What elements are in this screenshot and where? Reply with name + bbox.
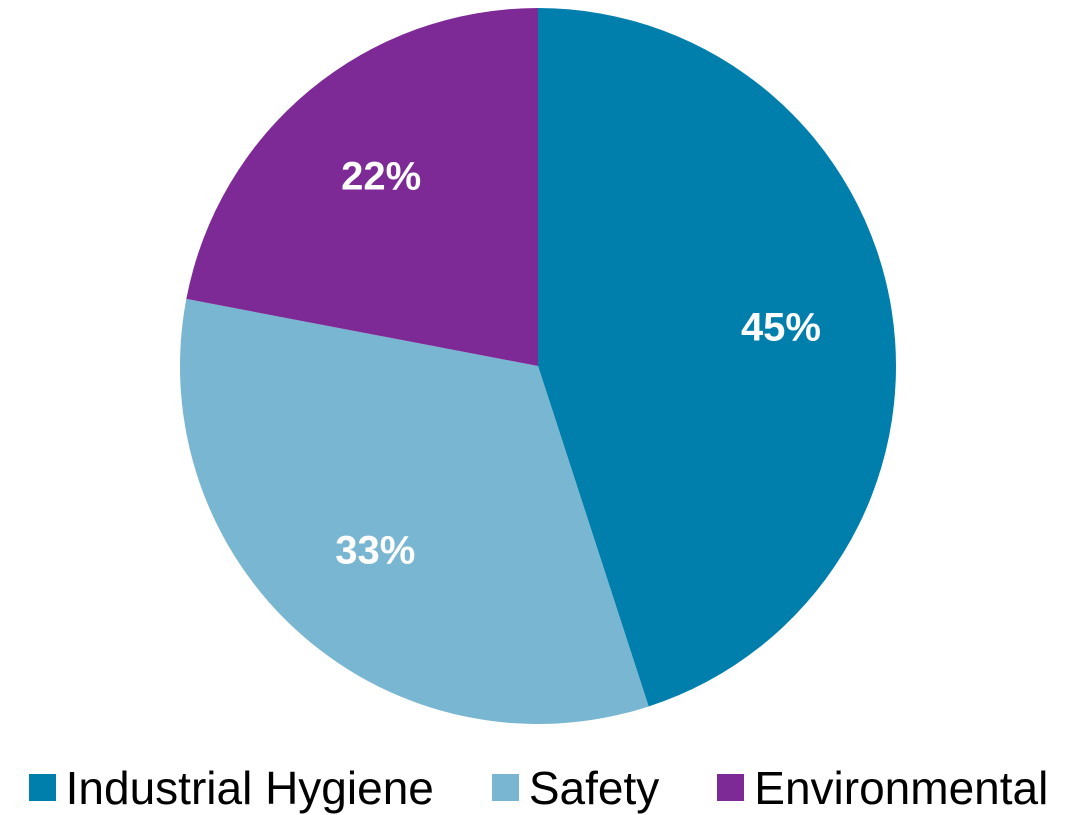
pie-slice-safety xyxy=(180,298,649,724)
chart-legend: Industrial Hygiene Safety Environmental xyxy=(0,760,1077,815)
legend-swatch-safety xyxy=(491,774,519,801)
legend-label-environmental: Environmental xyxy=(754,761,1049,814)
data-label-environmental: 22% xyxy=(341,154,421,198)
pie-plot-area: 45% 33% 22% xyxy=(180,7,896,724)
pie-slice-environmental xyxy=(186,7,538,366)
pie-slice-industrial-hygiene xyxy=(538,8,896,707)
data-label-safety: 33% xyxy=(335,529,415,573)
legend-swatch-environmental xyxy=(717,774,745,801)
legend-label-safety: Safety xyxy=(528,761,660,814)
data-label-industrial-hygiene: 45% xyxy=(741,306,821,350)
legend-item-industrial-hygiene: Industrial Hygiene xyxy=(28,761,434,814)
legend-swatch-industrial-hygiene xyxy=(28,774,56,801)
legend-label-industrial-hygiene: Industrial Hygiene xyxy=(65,761,434,814)
legend-item-environmental: Environmental xyxy=(717,765,1048,811)
legend-item-safety: Safety xyxy=(491,761,660,814)
